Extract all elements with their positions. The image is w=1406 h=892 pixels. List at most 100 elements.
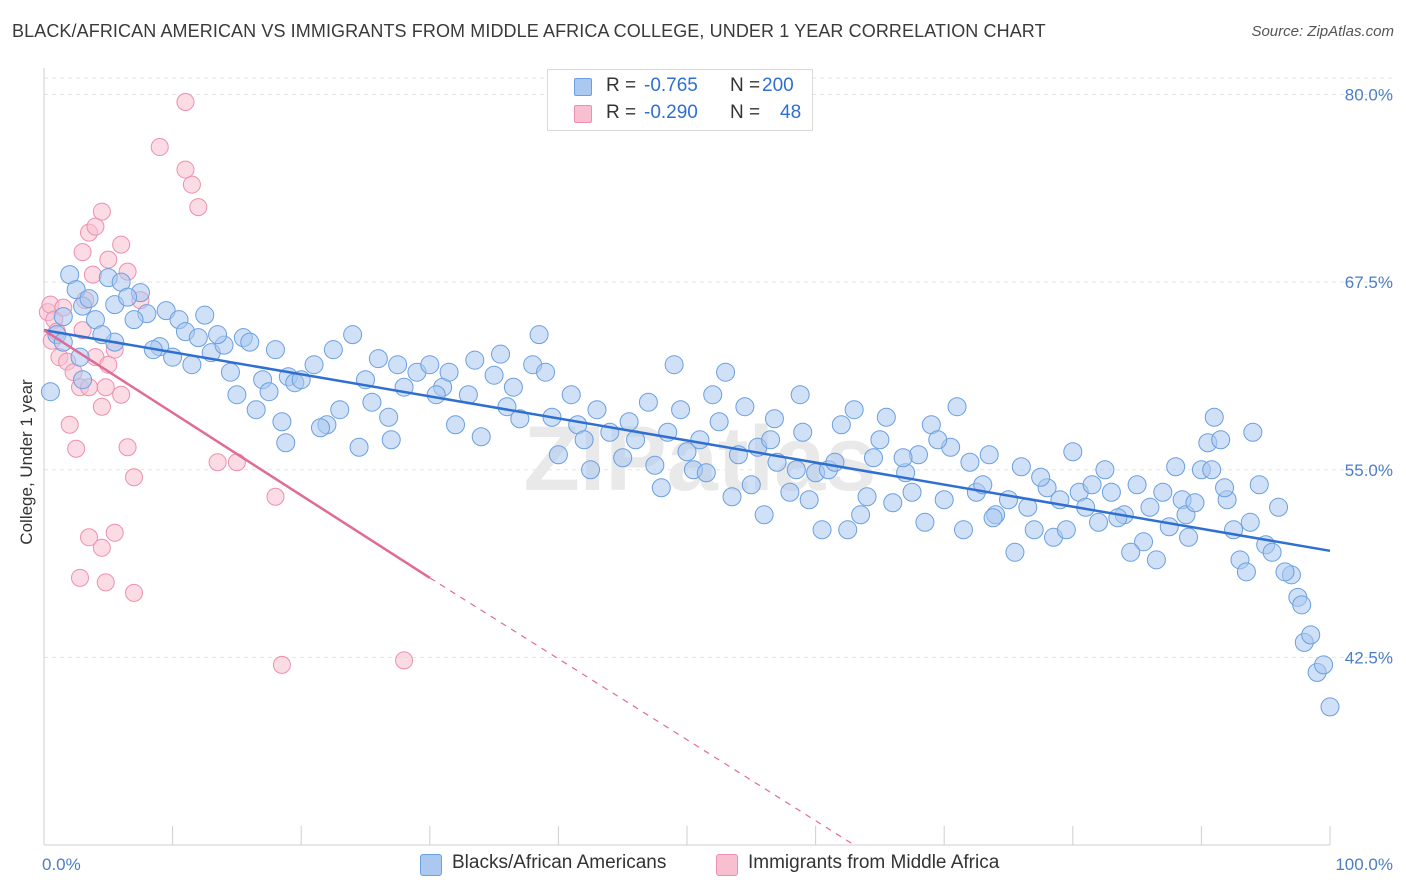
immigrants-point bbox=[80, 528, 99, 547]
pink-swatch-icon bbox=[716, 854, 738, 876]
blacks-point bbox=[838, 520, 858, 540]
y-tick-label: 80.0% bbox=[1345, 86, 1393, 105]
blacks-point bbox=[124, 310, 144, 330]
blacks-point bbox=[1108, 508, 1128, 528]
blacks-point bbox=[709, 412, 729, 432]
blacks-point bbox=[246, 400, 266, 420]
blacks-point bbox=[716, 362, 736, 382]
immigrants-trendline-extension bbox=[429, 577, 855, 846]
r-value: -0.765 bbox=[644, 75, 698, 96]
blacks-point bbox=[548, 445, 568, 465]
blacks-point bbox=[671, 400, 691, 420]
immigrants-point bbox=[60, 415, 79, 434]
blacks-point bbox=[265, 340, 285, 360]
blue-swatch-icon bbox=[574, 78, 592, 96]
blacks-point bbox=[240, 332, 260, 352]
blacks-point bbox=[664, 355, 684, 375]
blacks-point bbox=[73, 370, 93, 390]
blacks-point bbox=[960, 452, 980, 472]
blacks-point bbox=[1146, 550, 1166, 570]
blacks-point bbox=[1101, 482, 1121, 502]
blacks-point bbox=[651, 478, 671, 498]
n-label: N = bbox=[730, 102, 761, 123]
blacks-point bbox=[876, 407, 896, 427]
blacks-point bbox=[304, 355, 324, 375]
blacks-point bbox=[1249, 475, 1269, 495]
blacks-point bbox=[793, 422, 813, 442]
blacks-point bbox=[764, 409, 784, 429]
immigrants-point bbox=[150, 138, 169, 157]
immigrants-point bbox=[272, 655, 291, 674]
immigrants-point bbox=[395, 651, 414, 670]
blacks-point bbox=[928, 430, 948, 450]
blacks-point bbox=[491, 344, 511, 364]
blacks-point bbox=[310, 418, 330, 438]
blacks-point bbox=[510, 409, 530, 429]
blacks-point bbox=[70, 347, 90, 367]
blacks-point bbox=[1031, 467, 1051, 487]
blacks-point bbox=[983, 508, 1003, 528]
blacks-point bbox=[1166, 457, 1186, 477]
immigrants-point bbox=[99, 250, 118, 269]
immigrants-point bbox=[105, 523, 124, 542]
immigrants-point bbox=[96, 573, 115, 592]
legend-label: Blacks/African Americans bbox=[452, 852, 667, 873]
blacks-point bbox=[1159, 517, 1179, 537]
y-axis-label: College, Under 1 year bbox=[17, 379, 36, 545]
blacks-point bbox=[908, 445, 928, 465]
blacks-point bbox=[362, 392, 382, 412]
blacks-trendline bbox=[43, 328, 1331, 553]
blacks-point bbox=[1215, 478, 1235, 498]
blacks-point bbox=[786, 460, 806, 480]
r-value: -0.290 bbox=[644, 102, 698, 123]
blacks-point bbox=[690, 430, 710, 450]
blacks-point bbox=[947, 397, 967, 417]
chart-source: Source: ZipAtlas.com bbox=[1251, 23, 1394, 40]
immigrants-point bbox=[125, 468, 144, 487]
blacks-point bbox=[349, 437, 369, 457]
y-tick-labels: 80.0% 67.5% 55.0% 42.5% bbox=[1345, 86, 1393, 668]
blacks-point bbox=[368, 349, 388, 369]
blacks-point bbox=[915, 512, 935, 532]
blacks-point bbox=[1236, 562, 1256, 582]
blacks-point bbox=[561, 385, 581, 405]
legend-row-blacks: R = -0.765 N = 200 bbox=[548, 74, 812, 100]
blacks-point bbox=[118, 287, 138, 307]
blacks-point bbox=[272, 412, 292, 432]
blacks-point bbox=[934, 490, 954, 510]
immigrants-point bbox=[182, 175, 201, 194]
pink-swatch-icon bbox=[574, 105, 592, 123]
blacks-point bbox=[182, 355, 202, 375]
blacks-point bbox=[188, 328, 208, 348]
blacks-point bbox=[1056, 520, 1076, 540]
blacks-point bbox=[259, 382, 279, 402]
blacks-point bbox=[893, 448, 913, 468]
blacks-point bbox=[1134, 532, 1154, 552]
blacks-point bbox=[465, 350, 485, 370]
blacks-point bbox=[587, 400, 607, 420]
blacks-point bbox=[1275, 562, 1295, 582]
blacks-point bbox=[1024, 520, 1044, 540]
immigrants-point bbox=[125, 583, 144, 602]
y-tick-label: 67.5% bbox=[1345, 273, 1393, 292]
immigrants-point bbox=[112, 385, 131, 404]
blacks-point bbox=[761, 430, 781, 450]
blacks-point bbox=[754, 505, 774, 525]
blacks-african-americans-points bbox=[40, 265, 1340, 717]
blacks-point bbox=[1095, 460, 1115, 480]
blacks-point bbox=[381, 430, 401, 450]
immigrants-point bbox=[96, 378, 115, 397]
immigrants-point bbox=[227, 453, 246, 472]
blacks-point bbox=[420, 355, 440, 375]
blacks-point bbox=[276, 433, 296, 453]
x-tick-label: 0.0% bbox=[42, 855, 81, 874]
immigrants-point bbox=[92, 202, 111, 221]
blacks-point bbox=[1063, 442, 1083, 462]
blacks-point bbox=[638, 392, 658, 412]
blacks-point bbox=[780, 482, 800, 502]
y-tick-label: 42.5% bbox=[1345, 648, 1393, 667]
immigrants-point bbox=[118, 438, 137, 457]
blacks-point bbox=[1240, 512, 1260, 532]
immigrants-point bbox=[71, 568, 90, 587]
